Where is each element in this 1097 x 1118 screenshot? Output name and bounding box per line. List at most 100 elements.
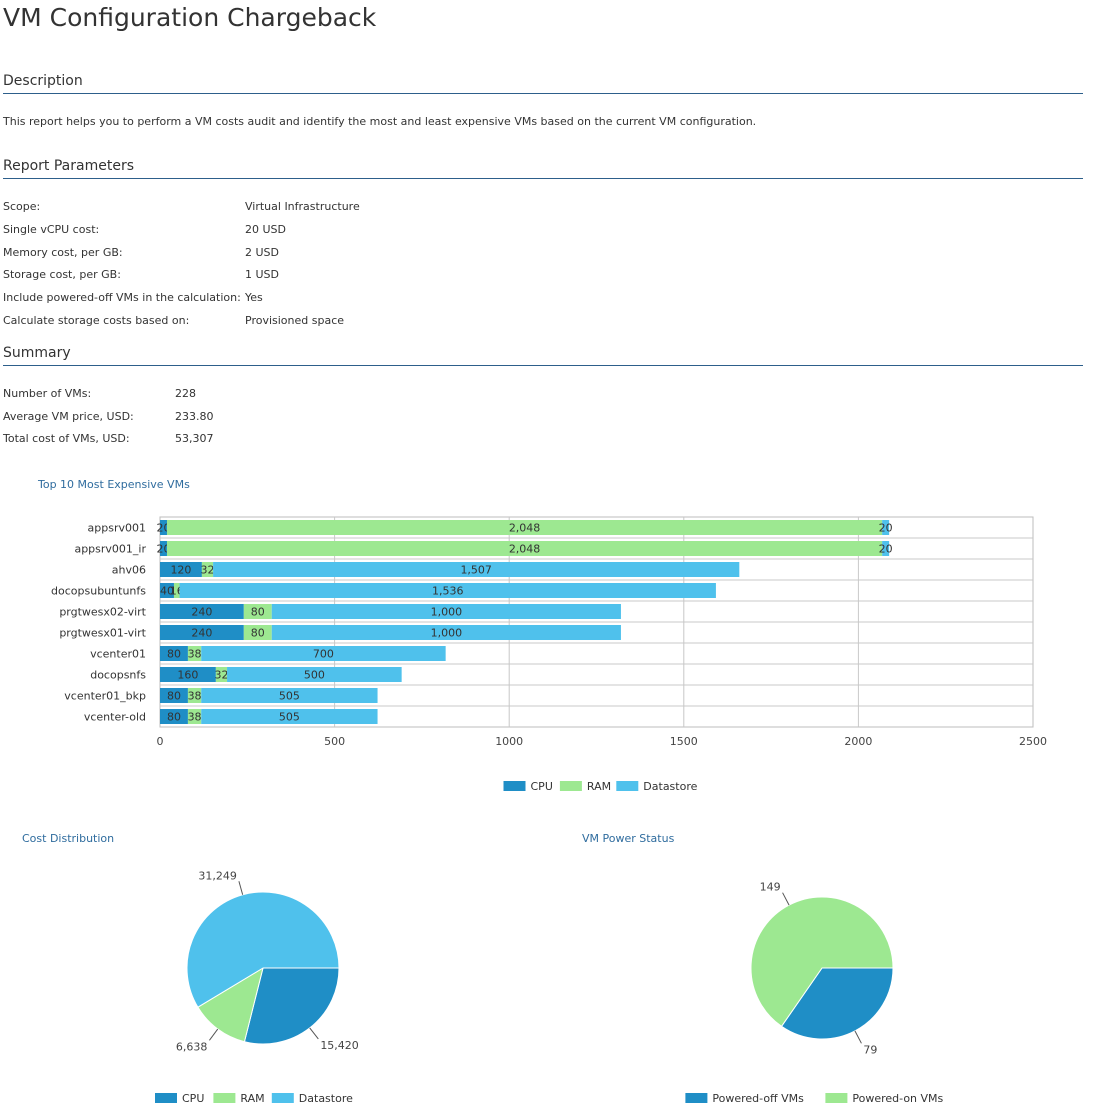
bar-segment-datastore: [201, 646, 446, 661]
summary-total-cost-value: 53,307: [175, 432, 214, 445]
pie-label-leader: [209, 1028, 219, 1041]
bar-data-label: 38: [188, 711, 202, 724]
legend-swatch-ram: [213, 1093, 236, 1103]
bar-segment-ram: [187, 709, 202, 724]
bar-data-label: 505: [279, 690, 300, 703]
legend-swatch-cpu: [503, 781, 526, 791]
y-category-label: appsrv001: [88, 522, 146, 535]
bar-data-label: 240: [191, 606, 212, 619]
bar-data-label: 500: [304, 669, 325, 682]
pie-slice-datastore: [186, 891, 340, 1008]
pie-data-label: 149: [760, 881, 781, 894]
top10-chart-title: Top 10 Most Expensive VMs: [38, 478, 190, 491]
bar-segment-datastore: [271, 604, 621, 619]
bar-data-label: 80: [251, 627, 265, 640]
legend-swatch-ram: [559, 781, 582, 791]
bar-segment-datastore: [213, 562, 740, 577]
pie-slice-ram: [197, 966, 264, 1043]
summary-avg-price-value: 233.80: [175, 410, 214, 423]
y-category-label: appsrv001_ir: [74, 543, 146, 556]
legend-label-powered-off-vms: Powered-off VMs: [712, 1092, 804, 1105]
bar-segment-ram: [215, 667, 228, 682]
bar-data-label: 2,048: [509, 522, 541, 535]
bar-data-label: 38: [188, 690, 202, 703]
bar-segment-datastore: [201, 688, 378, 703]
legend-label-cpu: CPU: [182, 1092, 204, 1105]
bar-data-label: 20: [879, 522, 893, 535]
report-parameters-header: Report Parameters: [3, 158, 1083, 179]
bar-data-label: 1,000: [431, 606, 463, 619]
bar-segment-ram: [201, 562, 214, 577]
bar-segment-cpu: [160, 520, 167, 535]
y-category-label: vcenter01_bkp: [64, 690, 146, 703]
summary-total-cost-label: Total cost of VMs, USD:: [3, 432, 130, 445]
bar-segment-datastore: [271, 625, 621, 640]
param-memory-cost-value: 2 USD: [245, 246, 279, 259]
bar-data-label: 505: [279, 711, 300, 724]
legend-swatch-datastore: [271, 1093, 294, 1103]
vm-power-status-title: VM Power Status: [582, 832, 675, 845]
bar-segment-datastore: [179, 583, 716, 598]
summary-vm-count-label: Number of VMs:: [3, 387, 92, 400]
bar-segment-datastore: [882, 520, 890, 535]
bar-segment-cpu: [160, 646, 188, 661]
legend-swatch-datastore: [616, 781, 639, 791]
param-storage-basis-value: Provisioned space: [245, 314, 345, 327]
bar-segment-datastore: [201, 709, 378, 724]
summary-vm-count-value: 228: [175, 387, 196, 400]
y-category-label: docopsubuntunfs: [51, 585, 146, 598]
report-title: VM Configuration Chargeback: [3, 3, 377, 32]
legend-label-ram: RAM: [587, 780, 611, 793]
summary-avg-price-label: Average VM price, USD:: [3, 410, 134, 423]
x-tick-label: 500: [324, 735, 345, 748]
bar-data-label: 32: [200, 564, 214, 577]
bar-segment-ram: [243, 625, 272, 640]
pie-data-label: 31,249: [198, 869, 237, 882]
bar-data-label: 120: [170, 564, 191, 577]
bar-data-label: 700: [313, 648, 334, 661]
param-include-powered-off-label: Include powered-off VMs in the calculati…: [3, 291, 241, 304]
pie-slice-cpu: [243, 967, 340, 1045]
param-memory-cost-label: Memory cost, per GB:: [3, 246, 123, 259]
pie-data-label: 15,420: [320, 1039, 359, 1052]
bar-data-label: 80: [167, 690, 181, 703]
y-category-label: ahv06: [112, 564, 146, 577]
bar-data-label: 1,536: [432, 585, 464, 598]
bar-segment-cpu: [160, 709, 188, 724]
bar-segment-cpu: [160, 667, 216, 682]
pie-label-leader: [238, 881, 244, 895]
legend-label-powered-on-vms: Powered-on VMs: [852, 1092, 943, 1105]
bar-segment-cpu: [160, 541, 167, 556]
y-category-label: prgtwesx01-virt: [59, 627, 146, 640]
pie-data-label: 6,638: [176, 1040, 208, 1053]
param-vcpu-cost-label: Single vCPU cost:: [3, 223, 100, 236]
bar-segment-cpu: [160, 583, 174, 598]
legend-label-datastore: Datastore: [643, 780, 697, 793]
pie-label-leader: [309, 1027, 319, 1040]
bar-data-label: 2,048: [509, 543, 541, 556]
bar-data-label: 80: [167, 648, 181, 661]
description-text: This report helps you to perform a VM co…: [3, 115, 757, 128]
param-scope-label: Scope:: [3, 200, 41, 213]
y-category-label: vcenter-old: [84, 711, 146, 724]
bar-data-label: 40: [160, 585, 174, 598]
description-header: Description: [3, 73, 1083, 94]
summary-header: Summary: [3, 345, 1083, 366]
legend-swatch-powered-off-vms: [685, 1093, 708, 1103]
vm-power-status-pie-chart: 79 149 Powered-off VMs Powered-on VMs: [685, 881, 944, 1105]
bar-segment-ram: [173, 583, 180, 598]
bar-segment-ram: [187, 646, 202, 661]
y-category-label: docopsnfs: [90, 669, 146, 682]
bar-data-label: 80: [167, 711, 181, 724]
cost-distribution-pie-chart: 15,420 6,638 31,249 CPU RAM Datastore: [155, 869, 359, 1105]
param-storage-cost-value: 1 USD: [245, 268, 279, 281]
param-vcpu-cost-value: 20 USD: [245, 223, 286, 236]
bar-data-label: 160: [177, 669, 198, 682]
pie-slice-powered-off-vms: [780, 967, 894, 1040]
bar-segment-datastore: [882, 541, 890, 556]
bar-segment-ram: [166, 541, 883, 556]
x-tick-label: 2500: [1019, 735, 1047, 748]
x-tick-label: 1000: [495, 735, 523, 748]
param-include-powered-off-value: Yes: [245, 291, 263, 304]
bar-segment-ram: [166, 520, 883, 535]
